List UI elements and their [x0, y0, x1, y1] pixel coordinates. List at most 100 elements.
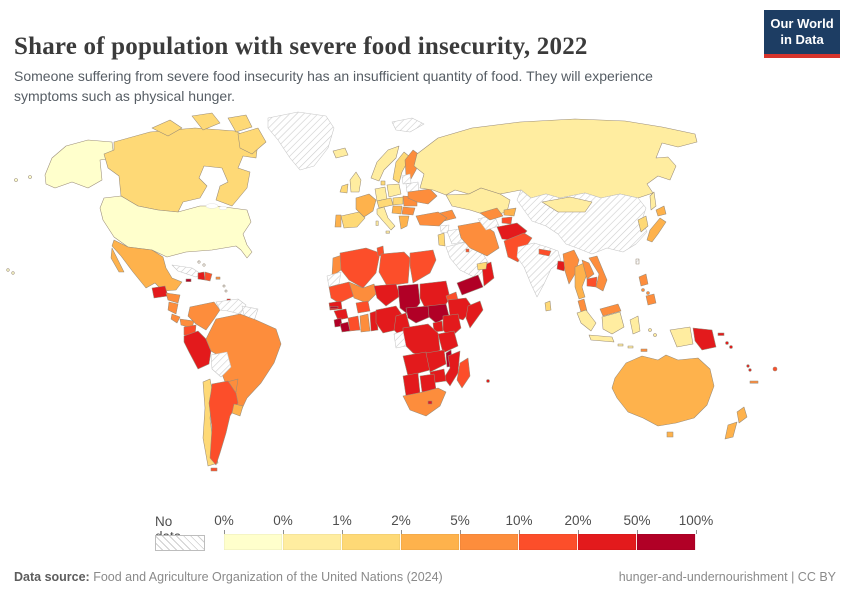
- country-uruguay[interactable]: [231, 403, 244, 417]
- no-data-swatch[interactable]: [155, 535, 205, 551]
- country-poland[interactable]: [386, 183, 402, 198]
- legend-swatch[interactable]: [283, 534, 342, 550]
- country-philippines-luzon[interactable]: [638, 273, 649, 287]
- country-canada[interactable]: [103, 127, 259, 213]
- country-new-britain[interactable]: [717, 332, 725, 336]
- country-kuwait[interactable]: [465, 248, 470, 253]
- country-libya[interactable]: [378, 251, 411, 287]
- country-new-zealand-north[interactable]: [736, 406, 748, 424]
- country-egypt[interactable]: [409, 249, 437, 284]
- country-sri-lanka[interactable]: [544, 300, 552, 312]
- country-burkina-faso[interactable]: [355, 300, 371, 314]
- country-tasmania[interactable]: [666, 431, 674, 438]
- country-kyrgyzstan[interactable]: [503, 207, 517, 217]
- country-puerto-rico[interactable]: [215, 276, 221, 280]
- country-fiji[interactable]: [772, 366, 778, 372]
- country-somalia[interactable]: [465, 300, 484, 329]
- country-japan-honshu[interactable]: [646, 217, 667, 243]
- country-algeria[interactable]: [339, 247, 381, 289]
- country-spain[interactable]: [340, 211, 366, 229]
- country-greece[interactable]: [398, 215, 410, 230]
- country-ghana[interactable]: [359, 313, 371, 333]
- country-timor-leste[interactable]: [640, 348, 648, 352]
- country-vietnam[interactable]: [588, 255, 608, 292]
- legend-swatch[interactable]: [519, 534, 578, 550]
- country-bahamas[interactable]: [197, 260, 201, 264]
- country-namibia[interactable]: [402, 372, 421, 397]
- country-western-sahara[interactable]: [326, 271, 342, 288]
- country-alaska[interactable]: [44, 139, 115, 189]
- country-sicily[interactable]: [385, 230, 390, 234]
- country-tajikistan[interactable]: [501, 216, 513, 225]
- country-south-africa[interactable]: [402, 387, 447, 417]
- country-baltics[interactable]: [401, 173, 412, 185]
- country-guatemala[interactable]: [151, 285, 169, 299]
- country-niger[interactable]: [373, 283, 401, 307]
- legend-swatch[interactable]: [578, 534, 637, 550]
- country-germany[interactable]: [374, 186, 388, 202]
- country-papua-new-guinea[interactable]: [692, 327, 717, 351]
- country-lesser-sunda[interactable]: [617, 343, 624, 347]
- country-zambia[interactable]: [425, 349, 447, 373]
- country-hawaii[interactable]: [11, 271, 15, 275]
- country-tanzania[interactable]: [437, 330, 459, 354]
- country-russia[interactable]: [413, 118, 698, 199]
- country-sumatra[interactable]: [576, 309, 597, 332]
- country-gabon[interactable]: [393, 330, 407, 349]
- country-bahamas[interactable]: [202, 263, 206, 267]
- country-taiwan[interactable]: [635, 258, 640, 265]
- country-philippines[interactable]: [646, 291, 650, 295]
- country-madagascar[interactable]: [456, 357, 471, 389]
- country-dominican-republic[interactable]: [204, 271, 213, 282]
- country-cuba[interactable]: [171, 264, 202, 278]
- country-mauritania[interactable]: [328, 281, 355, 304]
- country-new-zealand-south[interactable]: [724, 421, 738, 440]
- country-japan-hokkaido[interactable]: [655, 205, 667, 217]
- country-moluccas[interactable]: [648, 328, 652, 332]
- country-sulawesi[interactable]: [629, 315, 641, 335]
- country-baffin-island[interactable]: [237, 127, 267, 155]
- country-lesser-antilles[interactable]: [222, 284, 226, 288]
- country-iceland[interactable]: [332, 147, 349, 159]
- country-australia[interactable]: [611, 354, 715, 427]
- country-malaysia-borneo[interactable]: [599, 303, 622, 317]
- country-new-caledonia[interactable]: [749, 380, 759, 384]
- country-solomon-islands[interactable]: [725, 341, 729, 345]
- country-hungary[interactable]: [392, 196, 404, 206]
- country-greenland[interactable]: [267, 111, 335, 171]
- country-uae[interactable]: [476, 261, 488, 271]
- country-philippines-mindanao[interactable]: [645, 293, 657, 306]
- country-tierra-del-fuego[interactable]: [210, 467, 218, 472]
- legend-swatch[interactable]: [342, 534, 401, 550]
- country-central-african-republic[interactable]: [405, 305, 433, 324]
- country-liberia[interactable]: [339, 321, 351, 333]
- country-sakhalin[interactable]: [649, 191, 657, 211]
- country-colombia[interactable]: [187, 301, 221, 331]
- country-angola[interactable]: [402, 351, 431, 377]
- country-bulgaria[interactable]: [401, 206, 416, 216]
- country-java[interactable]: [588, 334, 615, 343]
- country-costa-rica[interactable]: [170, 313, 181, 324]
- legend-swatch[interactable]: [401, 534, 460, 550]
- country-aleutians[interactable]: [14, 178, 18, 182]
- country-bolivia[interactable]: [210, 351, 232, 378]
- country-honduras[interactable]: [165, 292, 181, 304]
- country-svalbard[interactable]: [391, 117, 425, 133]
- country-balkans[interactable]: [391, 205, 403, 215]
- country-senegal[interactable]: [328, 300, 343, 311]
- country-mauritius[interactable]: [486, 379, 490, 383]
- country-mongolia[interactable]: [541, 196, 593, 213]
- country-haiti[interactable]: [197, 271, 206, 281]
- country-aleutians[interactable]: [28, 175, 32, 179]
- country-france[interactable]: [355, 193, 377, 218]
- country-vanuatu[interactable]: [748, 368, 752, 372]
- country-moluccas[interactable]: [653, 333, 657, 337]
- country-hawaii[interactable]: [6, 268, 10, 272]
- legend-swatch[interactable]: [637, 534, 696, 550]
- country-sardinia[interactable]: [375, 220, 379, 226]
- country-ivory-coast[interactable]: [347, 315, 361, 332]
- country-canada-arctic[interactable]: [227, 114, 253, 133]
- footer-right-text[interactable]: hunger-and-undernourishment | CC BY: [618, 570, 836, 584]
- country-jamaica[interactable]: [185, 278, 192, 282]
- country-mozambique[interactable]: [443, 350, 461, 387]
